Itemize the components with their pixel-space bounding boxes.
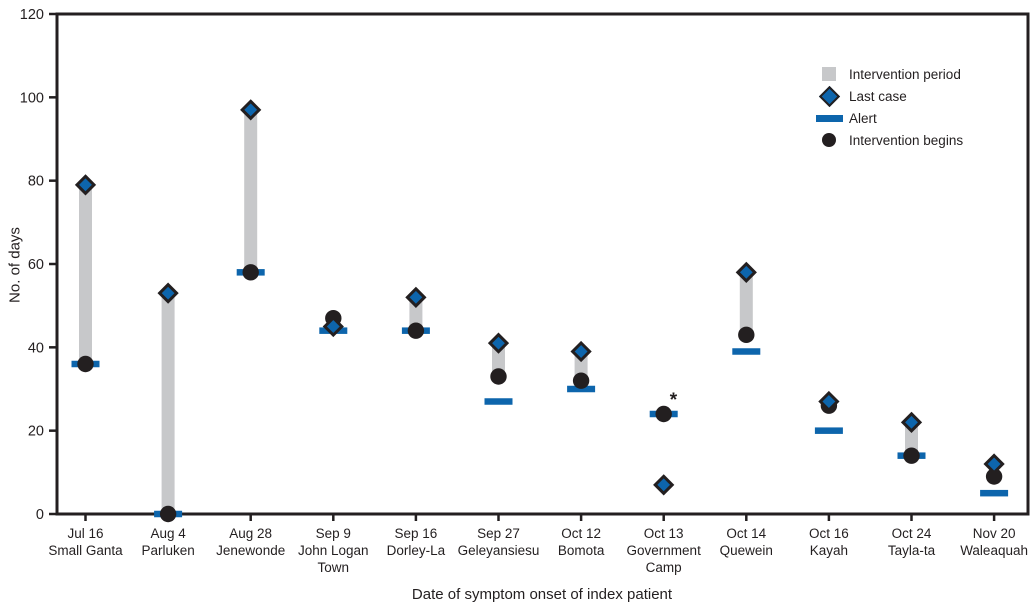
- footnote-asterisk: *: [670, 390, 678, 411]
- intervention-period-bar: [244, 109, 258, 273]
- x-category-place: Small Ganta: [48, 543, 123, 558]
- intervention-begins-point: [407, 322, 425, 339]
- x-category-place: Government Camp: [626, 543, 701, 575]
- x-category-label: Aug 28 Jenewonde: [205, 525, 297, 559]
- legend-label: Intervention period: [849, 66, 961, 82]
- intervention-begins-swatch-icon: [822, 133, 836, 147]
- x-category-label: Oct 24 Tayla-ta: [866, 525, 958, 559]
- x-axis-title: Date of symptom onset of index patient: [411, 586, 673, 603]
- intervention-begins-point: [490, 368, 507, 385]
- x-category-label: Oct 14 Quewein: [700, 525, 792, 559]
- last-case-point: [735, 261, 757, 283]
- x-category-date: Jul 16: [67, 526, 104, 541]
- intervention-period-bar: [905, 422, 918, 456]
- alert-bar: [484, 398, 513, 405]
- intervention-begins-point: [572, 372, 590, 389]
- y-tick-label: 120: [20, 7, 44, 23]
- x-category-place: Parluken: [141, 543, 195, 558]
- y-tick-label: 100: [20, 90, 44, 106]
- last-case-point: [818, 390, 840, 413]
- alert-bar: [732, 348, 761, 355]
- x-category-place: Tayla-ta: [887, 543, 936, 558]
- x-category-label: Sep 9 John Logan Town: [287, 525, 379, 576]
- alert-bar: [980, 489, 1009, 497]
- last-case-point: [487, 332, 510, 354]
- legend-label: Intervention begins: [849, 132, 964, 148]
- last-case-point: [570, 340, 592, 363]
- intervention-period-bar: [409, 297, 423, 331]
- x-category-label: Nov 20 Waleaquah: [948, 525, 1036, 559]
- intervention-period-bar: [161, 293, 175, 514]
- last-case-point: [900, 411, 923, 433]
- x-category-place: Jenewonde: [216, 543, 286, 558]
- intervention-period-swatch-icon: [822, 67, 836, 81]
- intervention-begins-point: [738, 326, 755, 344]
- x-category-date: Sep 16: [394, 526, 438, 541]
- x-category-label: Aug 4 Parluken: [122, 525, 214, 559]
- x-category-date: Oct 12: [561, 526, 601, 541]
- x-category-date: Oct 13: [643, 526, 684, 541]
- y-tick-label: 40: [28, 340, 44, 356]
- x-category-label: Sep 16 Dorley-La: [370, 525, 462, 559]
- x-category-label: Oct 12 Bomota: [535, 525, 627, 559]
- last-case-point: [405, 286, 427, 308]
- x-category-place: John Logan Town: [298, 543, 369, 575]
- x-category-label: Sep 27 Geleyansiesu: [453, 525, 545, 559]
- intervention-period-bar: [79, 184, 92, 364]
- intervention-period-bar: [492, 343, 505, 377]
- legend-item-alert: Alert: [812, 110, 963, 126]
- x-category-place: Dorley-La: [386, 543, 446, 558]
- intervention-begins-point: [903, 447, 920, 464]
- intervention-begins-point: [985, 468, 1003, 485]
- y-tick-label: 20: [28, 424, 44, 440]
- x-category-date: Aug 4: [150, 526, 186, 541]
- x-category-place: Kayah: [809, 543, 849, 558]
- last-case-swatch-icon: [818, 85, 840, 107]
- legend-label: Last case: [849, 88, 907, 104]
- x-category-date: Nov 20: [972, 526, 1016, 541]
- y-axis-title: No. of days: [6, 227, 24, 303]
- y-tick-label: 0: [36, 507, 44, 523]
- x-category-label: Oct 13 Government Camp: [618, 525, 710, 576]
- x-category-date: Oct 24: [891, 526, 932, 541]
- legend-item-intervention-period: Intervention period: [812, 66, 963, 82]
- last-case-point: [983, 453, 1005, 475]
- intervention-begins-point: [77, 355, 94, 373]
- x-category-place: Quewein: [719, 543, 773, 558]
- y-tick-label: 60: [28, 257, 44, 273]
- last-case-point: [322, 315, 344, 338]
- x-category-place: Waleaquah: [960, 543, 1028, 558]
- x-category-place: Geleyansiesu: [457, 543, 540, 558]
- legend: Intervention period Last case Alert Inte…: [812, 66, 963, 148]
- x-category-date: Oct 14: [726, 526, 767, 541]
- intervention-begins-point: [242, 264, 259, 281]
- x-category-place: Bomota: [557, 543, 605, 558]
- x-category-date: Sep 27: [477, 526, 520, 541]
- alert-swatch-icon: [815, 114, 843, 122]
- legend-item-last-case: Last case: [812, 85, 963, 107]
- intervention-begins-point: [159, 505, 177, 523]
- x-category-date: Aug 28: [229, 526, 273, 541]
- last-case-point: [240, 99, 262, 121]
- alert-bar: [814, 427, 843, 434]
- x-category-label: Oct 16 Kayah: [783, 525, 875, 559]
- y-tick-label: 80: [28, 174, 44, 190]
- x-category-date: Oct 16: [809, 526, 849, 541]
- alert-bar: [567, 385, 596, 393]
- x-category-label: Jul 16 Small Ganta: [40, 525, 132, 559]
- legend-label: Alert: [849, 110, 877, 126]
- last-case-point: [74, 174, 97, 196]
- legend-item-intervention-begins: Intervention begins: [812, 132, 963, 148]
- last-case-point: [653, 474, 675, 496]
- x-category-date: Sep 9: [315, 526, 351, 541]
- last-case-point: [157, 282, 179, 304]
- intervention-begins-point: [655, 405, 672, 423]
- intervention-period-bar: [739, 272, 753, 335]
